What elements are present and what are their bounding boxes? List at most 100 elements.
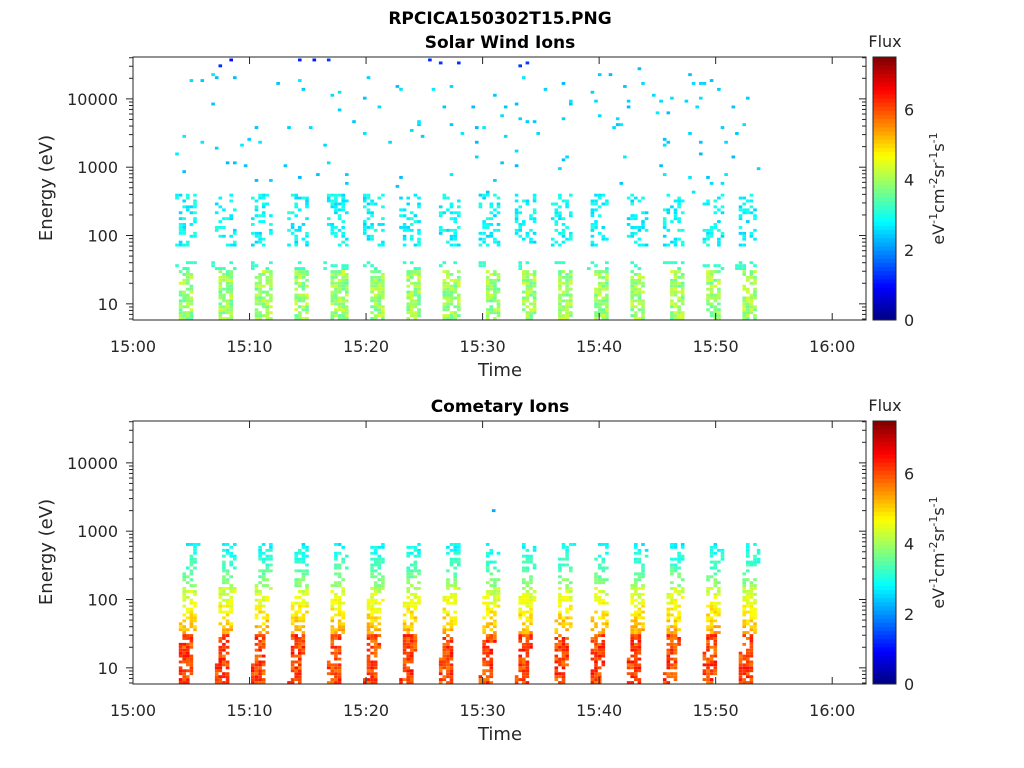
spectrogram-cell bbox=[717, 548, 721, 552]
spectrogram-cell bbox=[222, 293, 226, 297]
spectrogram-cell bbox=[312, 58, 317, 62]
spectrogram-cell bbox=[225, 631, 230, 634]
spectrogram-cell bbox=[749, 642, 754, 646]
spectrogram-cell bbox=[634, 314, 638, 317]
spectrogram-cell bbox=[370, 575, 374, 579]
spectrogram-cell bbox=[449, 637, 454, 640]
spectrogram-cell bbox=[453, 548, 457, 552]
spectrogram-cell bbox=[601, 299, 606, 303]
spectrogram-cell bbox=[373, 675, 378, 679]
spectrogram-cell bbox=[644, 554, 649, 558]
spectrogram-cell bbox=[485, 669, 490, 673]
spectrogram-cell bbox=[670, 205, 674, 209]
spectrogram-cell bbox=[525, 199, 530, 203]
spectrogram-cell bbox=[330, 663, 335, 667]
spectrogram-cell bbox=[265, 613, 270, 617]
spectrogram-cell bbox=[370, 598, 374, 602]
spectrogram-cell bbox=[399, 196, 403, 200]
spectrogram-cell bbox=[605, 613, 609, 617]
spectrogram-cell bbox=[214, 672, 219, 676]
spectrogram-cell bbox=[341, 220, 345, 223]
spectrogram-cell bbox=[337, 299, 342, 303]
spectrogram-cell bbox=[493, 273, 497, 276]
spectrogram-cell bbox=[641, 82, 645, 85]
spectrogram-cell bbox=[699, 96, 703, 100]
spectrogram-cell bbox=[341, 557, 345, 561]
spectrogram-cell bbox=[189, 572, 194, 576]
spectrogram-cell bbox=[601, 287, 606, 291]
spectrogram-cell bbox=[345, 199, 349, 203]
spectrogram-cell bbox=[485, 637, 490, 640]
spectrogram-cell bbox=[702, 651, 707, 655]
spectrogram-cell bbox=[233, 76, 237, 80]
spectrogram-cell bbox=[189, 669, 194, 673]
spectrogram-cell bbox=[438, 205, 443, 209]
spectrogram-cell bbox=[496, 273, 501, 276]
spectrogram-cell bbox=[742, 625, 746, 629]
spectrogram-cell bbox=[677, 551, 681, 555]
spectrogram-cell bbox=[471, 105, 475, 109]
spectrogram-cell bbox=[182, 217, 186, 221]
spectrogram-cell bbox=[594, 270, 598, 273]
spectrogram-cell bbox=[677, 237, 681, 241]
spectrogram-cell bbox=[265, 278, 270, 282]
spectrogram-cell bbox=[630, 314, 634, 317]
spectrogram-cell bbox=[222, 598, 226, 602]
spectrogram-cell bbox=[218, 275, 223, 279]
spectrogram-cell bbox=[377, 554, 382, 558]
spectrogram-cell bbox=[410, 234, 414, 238]
spectrogram-cell bbox=[189, 234, 194, 238]
spectrogram-cell bbox=[709, 681, 714, 684]
spectrogram-cell bbox=[410, 637, 414, 640]
spectrogram-cell bbox=[442, 616, 447, 620]
spectrogram-cell bbox=[233, 557, 237, 561]
spectrogram-cell bbox=[605, 287, 609, 291]
spectrogram-cell bbox=[363, 199, 367, 203]
spectrogram-cell bbox=[522, 275, 526, 279]
spectrogram-cell bbox=[558, 601, 562, 605]
spectrogram-cell bbox=[218, 610, 223, 614]
colorbar-segment bbox=[873, 511, 896, 517]
spectrogram-cell bbox=[446, 681, 450, 684]
spectrogram-cell bbox=[680, 287, 685, 291]
spectrogram-cell bbox=[305, 572, 309, 576]
spectrogram-cell bbox=[637, 575, 642, 579]
spectrogram-cell bbox=[630, 296, 634, 300]
spectrogram-cell bbox=[630, 281, 634, 285]
spectrogram-cell bbox=[677, 639, 681, 643]
spectrogram-cell bbox=[233, 543, 237, 546]
spectrogram-cell bbox=[370, 281, 374, 285]
spectrogram-cell bbox=[189, 223, 194, 226]
spectrogram-cell bbox=[525, 610, 530, 614]
spectrogram-cell bbox=[713, 226, 718, 229]
spectrogram-cell bbox=[644, 217, 649, 221]
spectrogram-cell bbox=[457, 270, 461, 273]
spectrogram-cell bbox=[446, 302, 450, 306]
spectrogram-cell bbox=[561, 625, 566, 629]
spectrogram-cell bbox=[746, 601, 750, 605]
spectrogram-cell bbox=[406, 657, 410, 661]
spectrogram-cell bbox=[565, 607, 569, 611]
spectrogram-cell bbox=[178, 317, 183, 320]
spectrogram-cell bbox=[529, 237, 533, 241]
spectrogram-cell bbox=[637, 666, 642, 670]
spectrogram-cell bbox=[525, 663, 530, 667]
y-tick-label: 10000 bbox=[67, 454, 118, 473]
spectrogram-cell bbox=[186, 651, 190, 655]
colorbar-segment bbox=[873, 266, 896, 272]
spectrogram-cell bbox=[561, 261, 566, 265]
spectrogram-cell bbox=[222, 645, 226, 649]
spectrogram-cell bbox=[341, 625, 345, 629]
spectrogram-cell bbox=[330, 93, 335, 97]
spectrogram-cell bbox=[670, 311, 674, 315]
spectrogram-cell bbox=[634, 672, 638, 676]
spectrogram-cell bbox=[558, 557, 562, 561]
spectrogram-cell bbox=[746, 610, 750, 614]
spectrogram-cell bbox=[670, 634, 674, 637]
spectrogram-cell bbox=[641, 610, 645, 614]
spectrogram-cell bbox=[630, 681, 634, 684]
spectrogram-cell bbox=[305, 284, 309, 288]
spectrogram-cell bbox=[373, 202, 378, 206]
spectrogram-cell bbox=[290, 211, 295, 215]
spectrogram-cell bbox=[702, 654, 707, 658]
